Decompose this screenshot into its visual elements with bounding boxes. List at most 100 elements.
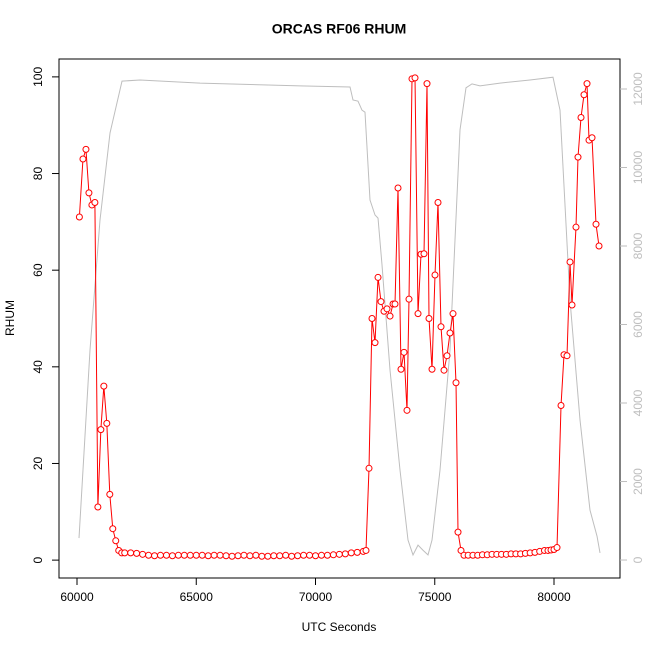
data-point [75,213,83,221]
data-point [353,548,361,556]
data-point [240,551,248,559]
data-point [423,80,431,88]
data-point [329,551,337,559]
plot-frame [58,58,621,579]
series-line [78,76,601,557]
data-point [394,184,402,192]
data-point [198,551,206,559]
data-point [414,310,422,318]
data-point [347,549,355,557]
data-point [151,552,159,560]
data-point [595,242,603,250]
y2-tick-label: 2000 [631,468,645,495]
data-point [374,273,382,281]
data-point [222,552,230,560]
data-point [454,528,462,536]
data-point [192,551,200,559]
data-point [94,503,102,511]
data-point [264,552,272,560]
y-tick-label: 40 [31,360,45,374]
data-point [440,366,448,374]
data-point [234,552,242,560]
data-point [553,544,561,552]
data-point [323,551,331,559]
x-tick-label: 80000 [537,590,571,604]
data-point [592,220,600,228]
x-tick-label: 70000 [299,590,333,604]
data-point [425,315,433,322]
data-point [276,552,284,560]
data-point [91,199,99,207]
data-point [288,552,296,560]
data-point [282,551,290,559]
data-point [588,134,596,142]
data-point [452,379,460,387]
data-point [210,551,218,559]
data-point [362,546,370,554]
data-point [216,551,224,559]
data-point [446,329,454,337]
y-tick-label: 0 [31,556,45,563]
data-point [449,310,457,318]
data-point [368,315,376,322]
data-point [428,365,436,373]
data-point [252,551,260,559]
data-point [405,295,413,303]
data-point [168,552,176,560]
data-point [317,551,325,559]
y-tick-label: 100 [31,67,45,87]
y2-tick-label: 4000 [631,389,645,416]
y2-tick-label: 8000 [631,232,645,259]
data-point [106,490,114,498]
data-point [400,348,408,356]
data-point [397,365,405,373]
data-point [566,258,574,266]
data-point [391,300,399,308]
x-tick-label: 65000 [180,590,214,604]
x-tick-label: 60000 [60,590,94,604]
data-point [583,80,591,88]
data-point [335,550,343,558]
data-point [371,339,379,347]
data-point [306,551,314,559]
data-point [437,323,445,331]
data-point [557,401,565,409]
y-tick-label: 60 [31,263,45,277]
chart-title: ORCAS RF06 RHUM [272,21,407,37]
data-point [156,551,164,559]
data-point [127,549,135,557]
data-point [139,550,147,558]
data-point [294,552,302,560]
data-point [572,223,580,231]
data-point [383,305,391,313]
data-point [411,74,419,82]
y-tick-label: 20 [31,456,45,470]
y-axis-label: RHUM [3,300,17,336]
data-point [97,426,105,434]
data-point [186,551,194,559]
data-point [377,298,385,306]
data-point [386,312,394,320]
data-point [121,549,129,557]
data-point [270,552,278,560]
x-axis-label: UTC Seconds [302,620,377,634]
data-point [162,551,170,559]
data-point [577,113,585,121]
data-point [434,199,442,207]
y2-tick-label: 10000 [631,150,645,184]
data-point [82,145,90,153]
data-point [112,537,120,545]
data-point [431,271,439,279]
y-tick-label: 80 [31,167,45,181]
data-point [443,352,451,360]
data-point [79,155,87,163]
data-point [312,552,320,560]
x-tick-label: 75000 [418,590,452,604]
data-point [563,352,571,360]
data-point [180,551,188,559]
data-point [133,549,141,557]
data-point [228,552,236,560]
y2-tick-label: 6000 [631,311,645,338]
